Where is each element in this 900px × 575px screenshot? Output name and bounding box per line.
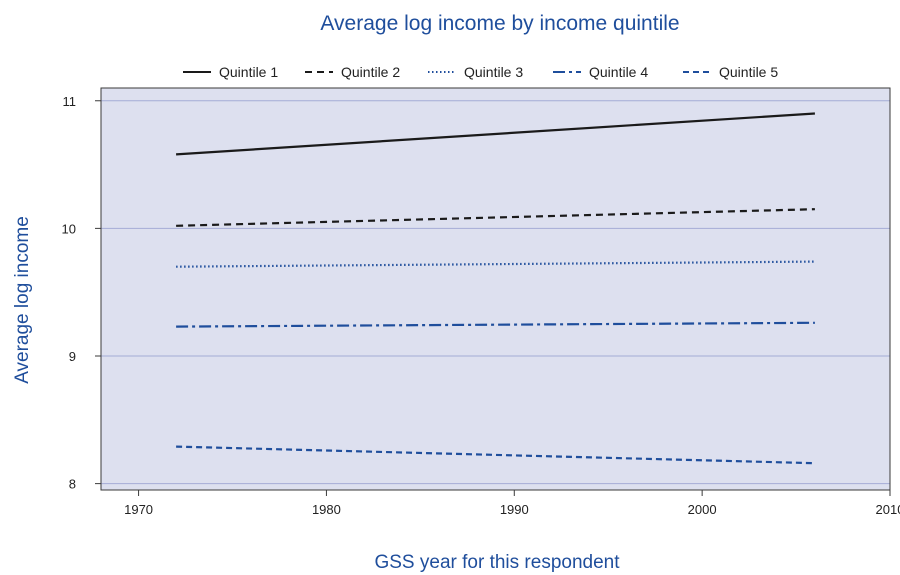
y-axis-title: Average log income (12, 216, 33, 384)
x-axis: 1970 1980 1990 2000 2010 (124, 490, 900, 517)
series-line-3 (176, 260, 815, 268)
plot-area (101, 88, 890, 490)
plot-frame (100, 87, 891, 491)
legend-label-2: Quintile 2 (341, 64, 400, 80)
x-tick-label-1970: 1970 (124, 502, 153, 517)
series-line-2 (176, 208, 815, 227)
legend-label-1: Quintile 1 (219, 64, 278, 80)
y-tick-label-11: 11 (63, 94, 77, 109)
series-line-1 (176, 112, 815, 156)
x-axis-title: GSS year for this respondent (374, 552, 620, 573)
legend-label-5: Quintile 5 (719, 64, 778, 80)
series-line-5 (176, 445, 815, 465)
y-axis: 8 9 10 11 (62, 94, 101, 492)
legend-label-4: Quintile 4 (589, 64, 648, 80)
y-tick-label-8: 8 (69, 477, 76, 492)
x-tick-label-2010: 2010 (876, 502, 900, 517)
y-tick-label-9: 9 (69, 349, 76, 364)
x-tick-label-1980: 1980 (312, 502, 341, 517)
grid (101, 100, 890, 485)
series-layer (176, 112, 815, 465)
legend-label-3: Quintile 3 (464, 64, 523, 80)
x-tick-label-2000: 2000 (688, 502, 717, 517)
legend: Quintile 1 Quintile 2 Quintile 3 Quintile 4… (183, 64, 778, 80)
chart-title: Average log income by income quintile (320, 12, 679, 35)
x-tick-label-1990: 1990 (500, 502, 529, 517)
y-tick-label-10: 10 (62, 221, 76, 236)
series-line-4 (176, 321, 815, 328)
